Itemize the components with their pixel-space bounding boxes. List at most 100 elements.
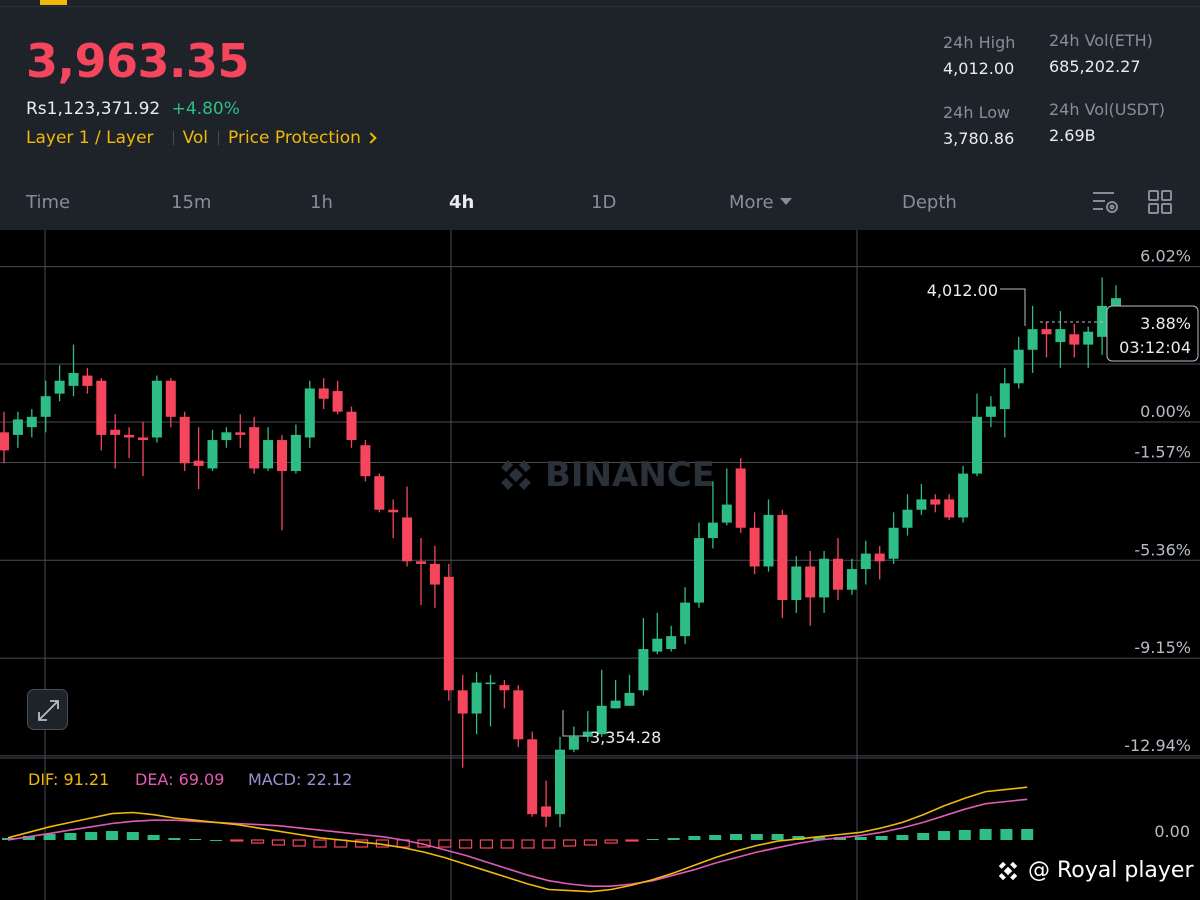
candle-body [777, 514, 788, 601]
candle-body [193, 460, 204, 466]
candle-body [958, 473, 969, 518]
macd-bar [168, 838, 181, 840]
candle [666, 625, 677, 652]
candle [499, 680, 510, 709]
candle [263, 427, 274, 472]
candle-body [304, 388, 315, 438]
candle-body [735, 468, 746, 528]
candle-body [610, 700, 621, 709]
fiat-row: Rs1,123,371.92 +4.80% [26, 99, 240, 119]
stat-value: 3,780.86 [943, 129, 1015, 148]
candle-body [902, 509, 913, 528]
tag-divider [218, 131, 219, 145]
macd-bar [251, 839, 265, 844]
percent-axis-label: -9.15% [1134, 638, 1191, 657]
candle [555, 736, 565, 828]
candle [860, 540, 871, 585]
candle [1027, 305, 1038, 373]
macd-bar [562, 839, 577, 847]
low-marker-line [562, 710, 588, 737]
candle [179, 411, 190, 472]
candle-body [1097, 305, 1108, 337]
candlestick-chart[interactable]: BINANCE 6.02% 0.00% -1.57% -5.36% -9.15% -12.… [0, 230, 1200, 900]
chevron-right-icon[interactable] [365, 132, 377, 144]
candle-body [805, 566, 816, 598]
candle [735, 458, 746, 533]
tab-4h[interactable]: 4h [449, 192, 475, 213]
candle-body [290, 434, 301, 472]
stat-label: 24h High [943, 33, 1016, 52]
candle-body [638, 649, 649, 691]
candle-body [916, 499, 927, 510]
candle-body [985, 406, 996, 417]
candle-body [819, 558, 830, 598]
candle-body [457, 690, 468, 714]
stat-label: 24h Vol(USDT) [1049, 100, 1165, 119]
candle-body [96, 380, 107, 435]
stat-label: 24h Vol(ETH) [1049, 31, 1153, 50]
macd-bar [1021, 829, 1034, 840]
candle [416, 538, 426, 606]
candle [972, 393, 982, 477]
candle-body [749, 527, 760, 567]
indicator-settings-icon[interactable] [1092, 190, 1120, 216]
candle [819, 551, 830, 613]
candle [471, 672, 482, 735]
stat-24h-low: 24h Low 3,780.86 [943, 103, 1014, 148]
macd-dea-line [7, 798, 1028, 887]
last-price: 3,963.35 [26, 34, 250, 88]
high-marker-line [1000, 288, 1026, 326]
macd-bar [896, 835, 909, 840]
candle [527, 731, 538, 817]
macd-bar [709, 835, 722, 840]
tag-price-protection[interactable]: Price Protection [228, 128, 361, 148]
macd-bar [106, 831, 118, 840]
macd-histogram [2, 829, 1034, 849]
high-price-label: 4,012.00 [927, 281, 998, 300]
candle [235, 414, 246, 448]
tag-category[interactable]: Layer 1 / Layer [26, 128, 154, 148]
candle-body [263, 440, 274, 469]
tab-more-label: More [729, 192, 774, 213]
candle [457, 674, 468, 768]
candle-body [624, 692, 635, 706]
candle [874, 545, 885, 580]
candle [82, 367, 93, 394]
candle [332, 380, 343, 415]
tab-time[interactable]: Time [26, 192, 71, 213]
candle-body [791, 566, 802, 601]
candle-body [860, 553, 871, 570]
candle [888, 512, 899, 564]
candle-body [416, 561, 426, 564]
candle-body [332, 391, 343, 412]
tab-depth[interactable]: Depth [902, 192, 957, 213]
candle [165, 378, 176, 428]
tab-1d[interactable]: 1D [591, 192, 617, 213]
percent-axis-label: -5.36% [1134, 540, 1191, 559]
candle [763, 499, 774, 572]
candle-body [54, 380, 65, 394]
macd-bar [979, 829, 992, 840]
current-price-badge[interactable]: 3.88% 03:12:04 [1106, 305, 1199, 362]
active-tab-indicator [40, 0, 67, 5]
layout-grid-icon[interactable] [1148, 190, 1172, 214]
tab-15m[interactable]: 15m [171, 192, 212, 213]
candle-body [846, 569, 857, 590]
exchange-logo-icon [998, 861, 1018, 880]
tab-more[interactable]: More [729, 192, 792, 213]
fullscreen-button[interactable] [27, 689, 68, 730]
macd-bar [542, 839, 556, 849]
candle-body [944, 499, 955, 518]
candle-body [499, 685, 510, 691]
candle-body [972, 416, 982, 474]
candle-body [429, 563, 440, 585]
fiat-price: Rs1,123,371.92 [26, 99, 161, 119]
candle [916, 483, 927, 515]
candle-countdown: 03:12:04 [1119, 338, 1191, 357]
tab-1h[interactable]: 1h [310, 192, 333, 213]
candle-body [346, 411, 357, 441]
candle-body [207, 440, 218, 469]
percent-axis-label: -12.94% [1124, 736, 1191, 755]
tag-vol[interactable]: Vol [182, 128, 208, 148]
stat-24h-high: 24h High 4,012.00 [943, 33, 1015, 78]
